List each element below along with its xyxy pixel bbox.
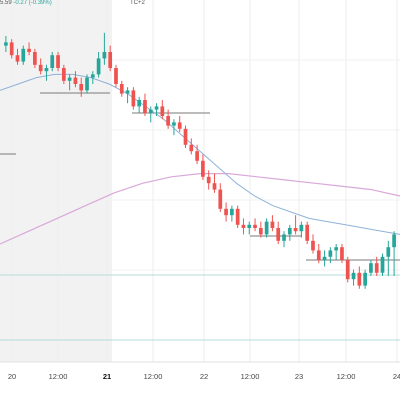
candle-body — [166, 116, 170, 126]
candle-body — [322, 256, 327, 260]
candle-body — [102, 52, 107, 59]
candle-body — [148, 109, 153, 113]
x-tick-label: 24 — [393, 372, 400, 381]
candle-body — [258, 228, 263, 235]
timezone-readout: TC+2 — [130, 0, 145, 6]
candle-body — [33, 52, 37, 65]
candle-body — [299, 224, 304, 232]
x-tick-label: 22 — [200, 372, 208, 381]
candle-body — [206, 176, 211, 184]
candle-body — [15, 55, 20, 62]
candle-body — [172, 122, 176, 126]
candle-body — [108, 52, 113, 68]
candle-body — [183, 128, 188, 145]
candle-body — [212, 183, 217, 190]
candlestick-series — [4, 32, 396, 289]
change-readout: -0.27 (-0.39%) — [13, 0, 52, 6]
candle-body — [9, 42, 14, 56]
x-tick-label: 21 — [103, 372, 111, 381]
candle-body — [50, 55, 55, 68]
candle-body — [79, 84, 84, 91]
candle-body — [363, 272, 367, 286]
candle-body — [224, 208, 228, 216]
candle-body — [345, 260, 350, 280]
candle-body — [4, 42, 8, 46]
candle-body — [73, 77, 78, 84]
candle-body — [311, 240, 315, 251]
candle-body — [85, 77, 89, 91]
candle-body — [270, 221, 275, 228]
candle-body — [380, 256, 385, 273]
candle-body — [131, 90, 136, 107]
shaded-session-region — [0, 0, 112, 362]
candle-body — [374, 263, 379, 273]
candle-body — [201, 160, 205, 177]
candle-body — [189, 144, 194, 152]
candle-body — [392, 234, 396, 248]
candle-body — [61, 68, 66, 81]
candle-body — [218, 189, 223, 209]
candle-body — [247, 224, 252, 228]
candle-body — [357, 272, 362, 286]
x-axis-labels: 20 12:00 21 12:00 22 12:00 23 12:00 24 — [8, 372, 400, 381]
candle-body — [328, 250, 333, 257]
chart-header: 5.59 -0.27 (-0.39%) — [0, 0, 52, 6]
candle-body — [119, 84, 124, 94]
candle-body — [154, 106, 159, 110]
candle-body — [276, 228, 281, 241]
candle-body — [160, 106, 165, 116]
candle-body — [351, 272, 356, 280]
candle-body — [137, 100, 142, 107]
candle-body — [21, 48, 26, 62]
candle-body — [195, 151, 199, 161]
candle-body — [177, 122, 182, 129]
candle-body — [38, 64, 43, 72]
candle-body — [235, 208, 240, 225]
candle-body — [27, 48, 31, 52]
grid-lines — [0, 0, 400, 362]
candle-body — [114, 68, 118, 84]
candle-body — [143, 100, 147, 113]
candle-body — [340, 247, 344, 260]
x-tick-label: 20 — [8, 372, 16, 381]
candle-body — [293, 228, 298, 232]
price-readout: 5.59 — [0, 0, 12, 6]
x-tick-label: 23 — [295, 372, 303, 381]
x-tick-label: 12:00 — [241, 372, 260, 381]
candle-body — [282, 234, 286, 241]
candle-body — [264, 221, 269, 235]
candle-body — [253, 224, 257, 228]
candle-body — [316, 250, 321, 260]
candle-body — [287, 228, 292, 235]
candle-body — [44, 68, 49, 72]
candle-body — [67, 77, 72, 81]
candle-body — [369, 263, 373, 273]
candle-body — [241, 224, 246, 228]
candle-body — [230, 208, 234, 216]
x-tick-label: 12:00 — [337, 372, 356, 381]
candle-body — [334, 247, 339, 251]
x-tick-label: 12:00 — [144, 372, 163, 381]
candle-body — [96, 58, 101, 75]
candle-body — [386, 247, 391, 257]
candle-body — [125, 90, 130, 94]
x-tick-label: 12:00 — [49, 372, 68, 381]
moving-average-slow — [0, 173, 400, 245]
candle-body — [305, 224, 310, 241]
candle-body — [56, 55, 60, 68]
candle-body — [90, 74, 95, 78]
moving-average-fast — [0, 73, 400, 235]
